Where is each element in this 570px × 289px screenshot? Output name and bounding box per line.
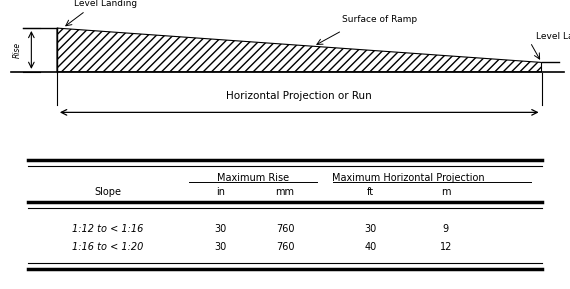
- Text: 760: 760: [276, 224, 294, 234]
- Text: 40: 40: [365, 242, 377, 252]
- Text: Rise: Rise: [13, 42, 22, 58]
- Text: ft: ft: [367, 187, 374, 197]
- Text: Maximum Horizontal Projection: Maximum Horizontal Projection: [332, 173, 484, 183]
- Text: 30: 30: [214, 242, 227, 252]
- Text: Slope: Slope: [95, 187, 121, 197]
- Text: Horizontal Projection or Run: Horizontal Projection or Run: [226, 91, 372, 101]
- Text: 1:16 to < 1:20: 1:16 to < 1:20: [72, 242, 144, 252]
- Text: Level Landing: Level Landing: [536, 32, 570, 40]
- Polygon shape: [57, 28, 542, 72]
- Text: m: m: [441, 187, 450, 197]
- Text: mm: mm: [275, 187, 295, 197]
- Text: Maximum Rise: Maximum Rise: [217, 173, 289, 183]
- Text: Level Landing: Level Landing: [74, 0, 137, 8]
- Text: 30: 30: [365, 224, 377, 234]
- Text: 760: 760: [276, 242, 294, 252]
- Text: 12: 12: [439, 242, 452, 252]
- Text: 1:12 to < 1:16: 1:12 to < 1:16: [72, 224, 144, 234]
- Text: in: in: [216, 187, 225, 197]
- Text: Surface of Ramp: Surface of Ramp: [342, 15, 417, 24]
- Text: 30: 30: [214, 224, 227, 234]
- Text: 9: 9: [443, 224, 449, 234]
